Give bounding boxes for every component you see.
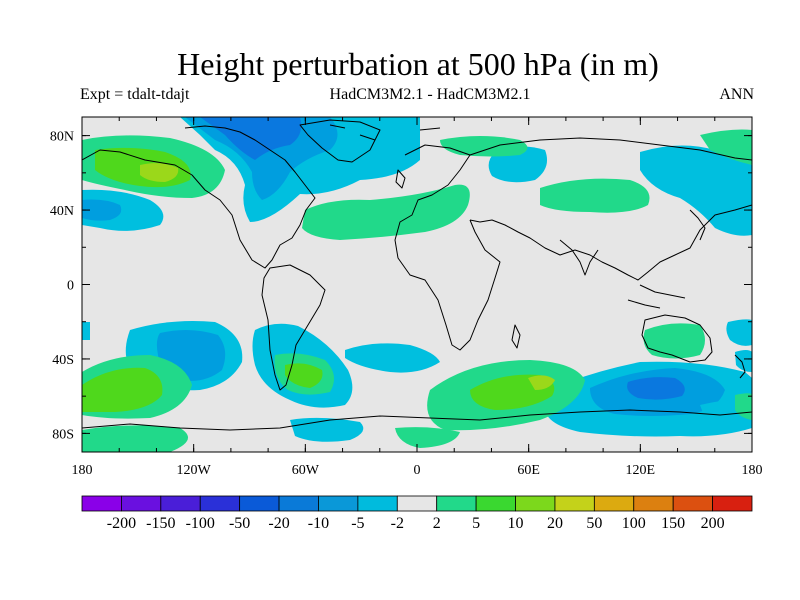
colorbar-swatch	[81, 495, 122, 512]
colorbar-label: -2	[391, 515, 404, 532]
colorbar-label: -50	[229, 515, 250, 532]
region-east-pacific-core	[82, 199, 122, 221]
coast-asia	[469, 137, 752, 281]
colorbar-label: -150	[146, 515, 175, 532]
x-tick-label: 60W	[292, 463, 320, 478]
x-tick-label: 120E	[626, 463, 656, 478]
model-label: HadCM3M2.1 - HadCM3M2.1	[329, 86, 531, 103]
colorbar-swatch	[318, 495, 359, 512]
coast-arctic-islands	[329, 124, 441, 141]
coast-australia	[641, 314, 713, 363]
coast-indonesia	[627, 284, 686, 309]
coastlines	[82, 119, 752, 431]
colorbar-label: 50	[586, 515, 602, 532]
coast-north-america	[82, 125, 316, 269]
region-south-atlantic	[345, 343, 440, 373]
region-atlantic-europe	[302, 184, 470, 240]
colorbar-label: 5	[472, 515, 480, 532]
y-tick-label: 0	[67, 279, 74, 294]
positive-anomaly-regions	[82, 129, 752, 452]
colorbar-label: -5	[351, 515, 364, 532]
region-antarctic-green	[82, 425, 188, 452]
colorbar-label: 20	[547, 515, 563, 532]
colorbar-label: -20	[268, 515, 289, 532]
region-west-pacific-equator	[82, 322, 90, 340]
y-tick-label: 80S	[52, 427, 74, 442]
colorbar-label: 10	[508, 515, 524, 532]
colorbar-label: -100	[186, 515, 215, 532]
region-south-indian-peak	[528, 375, 555, 390]
colorbar-swatch	[121, 495, 162, 512]
colorbar-swatch	[712, 495, 753, 512]
coast-antarctica	[82, 409, 752, 431]
chart-title: Height perturbation at 500 hPa (in m)	[177, 46, 659, 82]
region-north-pacific-east	[700, 129, 752, 165]
region-australia-south	[627, 377, 685, 400]
colorbar-label: 100	[622, 515, 646, 532]
y-tick-label: 40N	[50, 204, 74, 219]
colorbar-swatch	[633, 495, 674, 512]
region-new-zealand	[735, 350, 752, 372]
coast-new-zealand	[734, 354, 746, 379]
colorbar-label: 150	[661, 515, 685, 532]
plot-area	[82, 117, 752, 452]
region-australia-north	[643, 323, 705, 359]
colorbar-swatch	[199, 495, 241, 512]
y-tick-label: 80N	[50, 130, 74, 145]
region-australia-east	[726, 319, 752, 346]
region-central-asia-east	[540, 178, 650, 213]
colorbar-swatch	[554, 495, 595, 512]
season-label: ANN	[719, 86, 754, 103]
colorbar-swatch	[160, 495, 201, 512]
colorbar-swatch	[396, 495, 438, 512]
colorbar: -200 -150 -100 -50 -20 -10 -5 -2 2 5 10 20 50 100 150 2…	[81, 495, 753, 532]
x-tick-label: 60E	[517, 463, 540, 478]
coast-south-america	[261, 264, 326, 391]
colorbar-swatch	[593, 495, 635, 512]
region-greenland-arctic	[440, 136, 528, 157]
colorbar-swatch	[672, 495, 713, 512]
coast-japan	[689, 209, 706, 241]
colorbar-label: 2	[433, 515, 441, 532]
colorbar-label: 200	[701, 515, 725, 532]
coast-greenland	[299, 119, 381, 163]
x-tick-label: 120W	[177, 463, 212, 478]
colorbar-label: -10	[308, 515, 329, 532]
colorbar-swatch	[515, 495, 556, 512]
region-southwest-pacific-core	[82, 367, 163, 412]
coast-europe-africa	[394, 144, 501, 351]
colorbar-swatch	[475, 495, 516, 512]
x-tick-label: 180	[742, 463, 763, 478]
colorbar-swatch	[357, 495, 398, 512]
region-north-america-core	[185, 117, 338, 200]
x-tick-label: 0	[414, 463, 421, 478]
coast-india	[559, 239, 599, 276]
region-antarctic	[290, 417, 364, 442]
region-alaska-peak	[140, 163, 179, 182]
x-tick-label: 180	[72, 463, 93, 478]
experiment-label: Expt = tdalt-tdajt	[80, 86, 190, 103]
colorbar-swatch	[278, 495, 319, 512]
region-argentina-core	[285, 363, 323, 388]
y-tick-label: 40S	[52, 353, 74, 368]
colorbar-swatch	[436, 495, 477, 512]
coast-madagascar	[511, 324, 521, 349]
colorbar-label: -200	[107, 515, 136, 532]
colorbar-swatch	[239, 495, 280, 512]
axis-ticks: 180 120W 60W 0 60E 120E 180 80N 40N 0 40S 80S	[50, 117, 763, 478]
coast-uk	[395, 169, 406, 189]
region-antarctic-green-east	[395, 427, 460, 448]
